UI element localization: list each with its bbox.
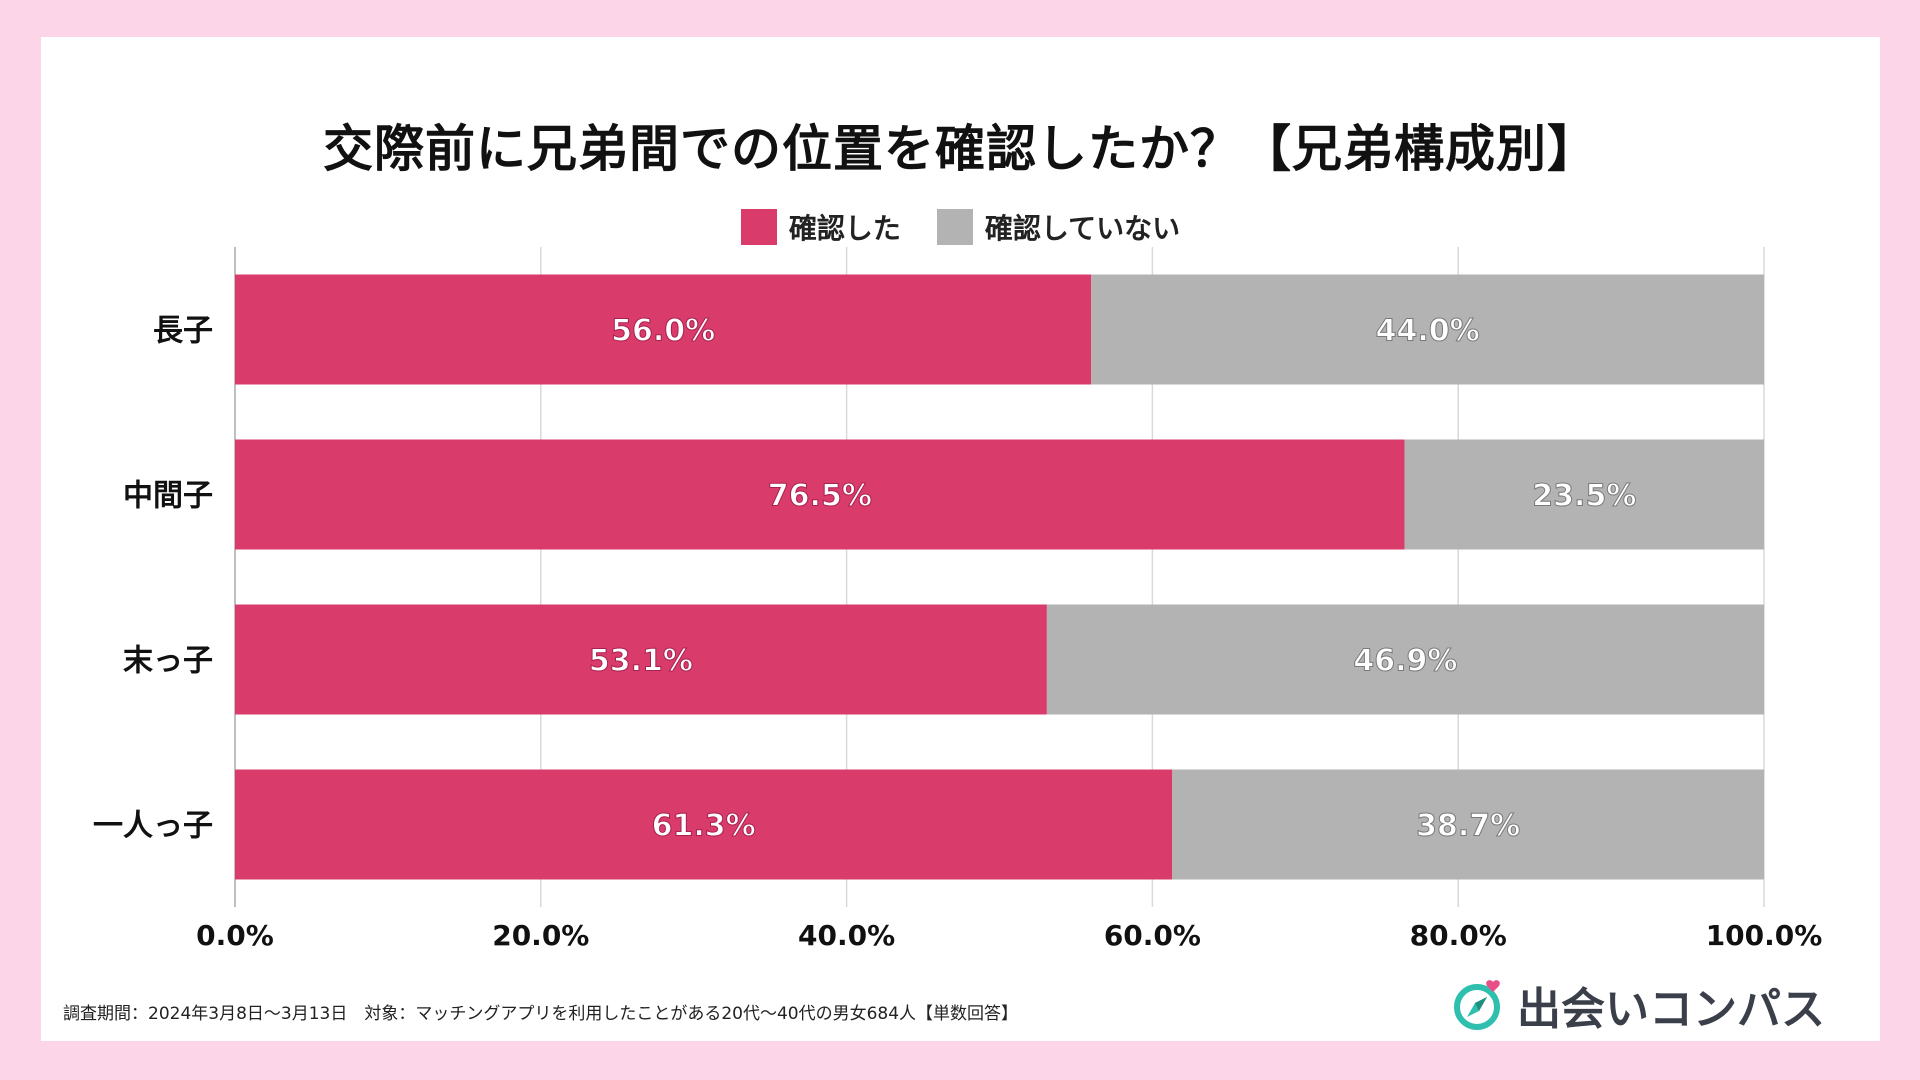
- survey-footnote: 調査期間：2024年3月8日〜3月13日 対象：マッチングアプリを利用したことが…: [63, 1004, 1019, 1024]
- legend-label-confirmed: 確認した: [788, 212, 901, 245]
- data-label-confirmed: 53.1%: [589, 644, 693, 679]
- bar-not-confirmed: [1091, 274, 1764, 385]
- stacked-bar-chart: 56.0% 44.0% 長子 76.5% 23.5% 中間子 53.1% 46.9% 末っ子 61…: [93, 247, 1823, 952]
- x-tick-label: 100.0%: [1706, 919, 1823, 952]
- category-label: 一人っ子: [93, 809, 213, 844]
- legend-swatch-confirmed: [740, 209, 777, 245]
- x-tick-label: 0.0%: [196, 919, 274, 952]
- data-label-confirmed: 56.0%: [611, 314, 715, 349]
- legend-swatch-not-confirmed: [936, 209, 973, 245]
- data-label-confirmed: 76.5%: [768, 479, 872, 514]
- category-label: 末っ子: [123, 644, 213, 679]
- category-label: 長子: [153, 314, 213, 349]
- legend: 確認した 確認していない: [41, 207, 1880, 247]
- x-tick-label: 40.0%: [798, 919, 895, 952]
- legend-item-confirmed: 確認した: [740, 207, 901, 247]
- chart-title: 交際前に兄弟間での位置を確認したか？【兄弟構成別】: [323, 120, 1598, 178]
- x-tick-label: 20.0%: [492, 919, 589, 952]
- data-label-not-confirmed: 44.0%: [1376, 314, 1480, 349]
- x-tick-label: 80.0%: [1410, 919, 1507, 952]
- compass-heart-icon: [1454, 980, 1500, 1030]
- bar-not-confirmed: [1046, 604, 1764, 715]
- data-label-not-confirmed: 38.7%: [1416, 809, 1520, 844]
- bar-not-confirmed: [1172, 769, 1764, 880]
- category-label: 中間子: [123, 479, 213, 514]
- legend-label-not-confirmed: 確認していない: [984, 212, 1181, 245]
- brand-name: 出会いコンパス: [1517, 984, 1825, 1035]
- chart-card: 交際前に兄弟間での位置を確認したか？【兄弟構成別】 確認した 確認していない 5…: [41, 37, 1880, 1041]
- data-label-confirmed: 61.3%: [652, 809, 756, 844]
- brand-logo: 出会いコンパス: [1451, 973, 1825, 1037]
- bar-confirmed: [235, 439, 1405, 550]
- data-label-not-confirmed: 46.9%: [1353, 644, 1457, 679]
- bar-confirmed: [235, 274, 1092, 385]
- x-tick-label: 60.0%: [1104, 919, 1201, 952]
- data-label-not-confirmed: 23.5%: [1532, 479, 1636, 514]
- bar-confirmed: [235, 769, 1173, 880]
- bar-confirmed: [235, 604, 1047, 715]
- legend-item-not-confirmed: 確認していない: [936, 207, 1181, 247]
- bar-not-confirmed: [1404, 439, 1764, 550]
